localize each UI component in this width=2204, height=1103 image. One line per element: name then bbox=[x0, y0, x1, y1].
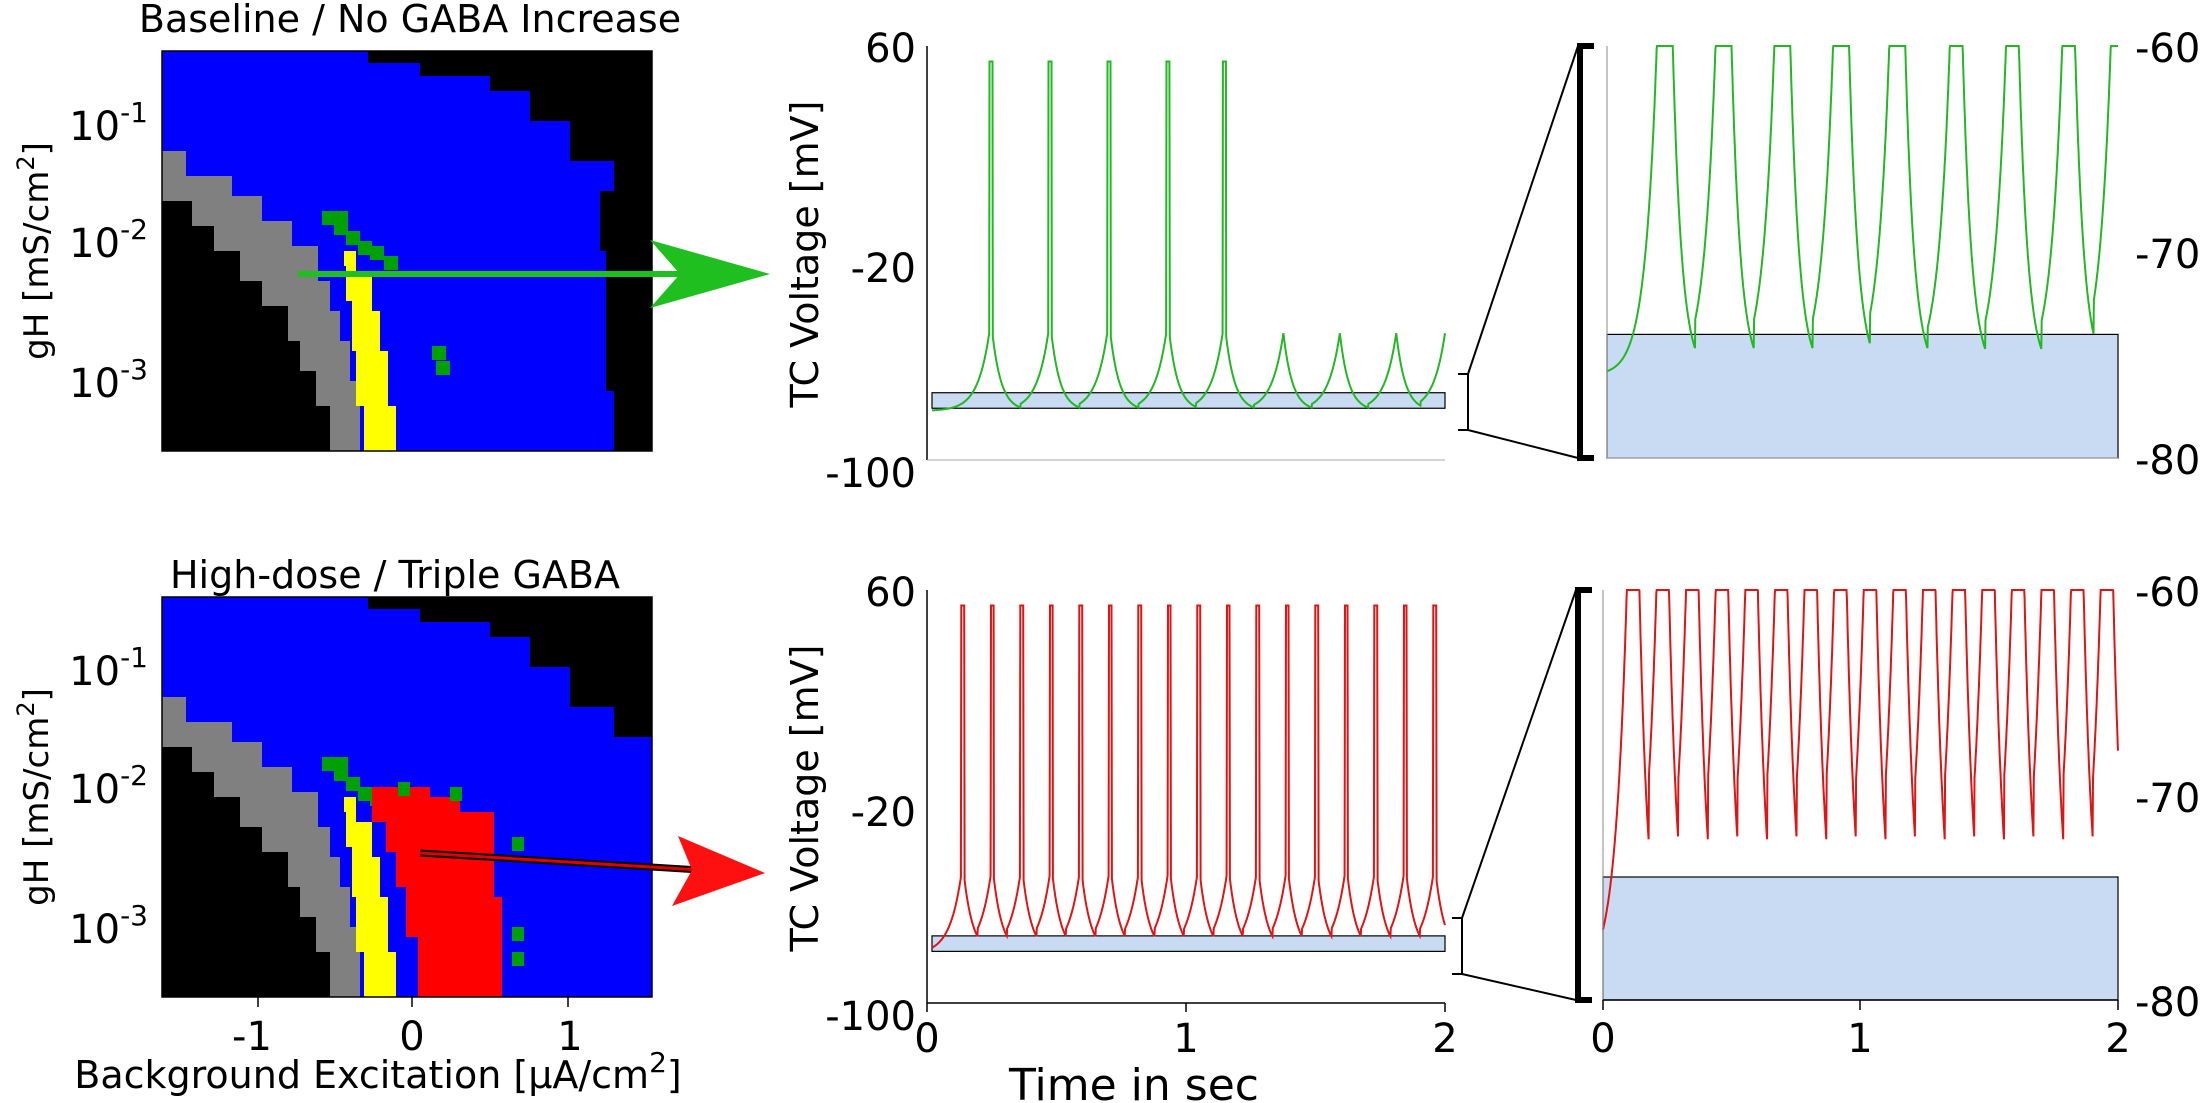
region-yellow bbox=[344, 797, 396, 997]
zoom-link-bottom-2 bbox=[1461, 973, 1577, 1001]
region-black-right bbox=[600, 51, 652, 451]
region-black-upper bbox=[368, 597, 652, 737]
zoom-baseline-ytick-80: -80 bbox=[2135, 438, 2200, 484]
zoom-triple-band bbox=[1602, 876, 2119, 1001]
zoom-triple-ytick-60: -60 bbox=[2135, 570, 2200, 616]
zoom-link-bottom-1 bbox=[1467, 429, 1579, 459]
region-red bbox=[372, 787, 502, 997]
trace-triple-zoom-bracket bbox=[1452, 917, 1463, 975]
trace-triple-ylabel: TC Voltage [mV] bbox=[783, 645, 827, 953]
zoom-baseline-bracket bbox=[1577, 43, 1594, 461]
region-green-t2 bbox=[512, 837, 524, 851]
heatmap-triple-xtick-2: 0 bbox=[399, 1014, 424, 1060]
pointer-arrow-red bbox=[672, 836, 765, 906]
heatmap-triple: High-dose / Triple GABA 10-1 10-2 10-3 g… bbox=[12, 553, 765, 1097]
pointer-line-red bbox=[419, 851, 701, 872]
heatmap-xlabel: Background Excitation [μA/cm2] bbox=[74, 1046, 681, 1097]
heatmap-triple-ytick-1: 10-1 bbox=[69, 641, 148, 695]
zoom-triple-xtick-0: 0 bbox=[1590, 1016, 1615, 1062]
trace-baseline-line bbox=[932, 60, 1446, 412]
region-green-2 bbox=[334, 221, 348, 235]
zoom-baseline: -60 -70 -80 bbox=[1577, 26, 2200, 484]
trace-baseline: 60 -20 -100 TC Voltage [mV] bbox=[783, 26, 1579, 497]
heatmap-triple-ylabel: gH [mS/cm2] bbox=[12, 688, 57, 906]
heatmap-baseline-ylabel: gH [mS/cm2] bbox=[12, 142, 57, 360]
region-yellow bbox=[344, 251, 396, 451]
heatmap-triple-cells bbox=[162, 597, 652, 997]
region-green-t3 bbox=[512, 927, 524, 941]
region-green-4 bbox=[358, 241, 372, 255]
region-green-3 bbox=[346, 777, 360, 791]
heatmap-baseline-cells bbox=[162, 51, 652, 451]
region-green-3 bbox=[346, 231, 360, 245]
trace-baseline-ytick-neg100: -100 bbox=[825, 451, 916, 497]
heatmap-baseline-ytick-2: 10-2 bbox=[69, 213, 148, 267]
trace-baseline-ytick-neg20: -20 bbox=[851, 246, 916, 292]
zoom-link-top-1 bbox=[1467, 45, 1579, 375]
trace-xlabel: Time in sec bbox=[1008, 1060, 1259, 1103]
heatmap-baseline-ytick-1: 10-1 bbox=[69, 96, 148, 150]
pointer-arrow-green bbox=[650, 240, 770, 308]
region-green-t4 bbox=[512, 952, 524, 966]
zoom-baseline-band bbox=[1606, 333, 2119, 459]
heatmap-baseline-title: Baseline / No GABA Increase bbox=[139, 0, 681, 41]
heatmap-triple-frame bbox=[161, 596, 653, 998]
region-green-0 bbox=[322, 757, 336, 771]
heatmap-baseline-ytick-3: 10-3 bbox=[69, 353, 148, 407]
zoom-triple-bracket bbox=[1575, 587, 1592, 1003]
heatmap-baseline-yticks: 10-1 10-2 10-3 bbox=[69, 96, 148, 407]
trace-triple-line bbox=[931, 604, 1446, 949]
region-black-lower bbox=[162, 201, 330, 451]
region-green-0 bbox=[322, 211, 336, 225]
zoom-triple-xtick-1: 1 bbox=[1847, 1016, 1872, 1062]
zoom-triple-ytick-80: -80 bbox=[2135, 980, 2200, 1026]
trace-baseline-ytick-60: 60 bbox=[865, 26, 916, 72]
heatmap-triple-ytick-2: 10-2 bbox=[69, 759, 148, 813]
heatmap-triple-yticks: 10-1 10-2 10-3 bbox=[69, 641, 148, 953]
region-green-7 bbox=[432, 346, 446, 360]
trace-triple-ytick-neg20: -20 bbox=[851, 790, 916, 836]
region-black-lower bbox=[162, 747, 330, 997]
trace-baseline-zoom-bracket bbox=[1458, 373, 1469, 431]
region-green-t0 bbox=[398, 782, 410, 796]
region-green-t1 bbox=[450, 787, 462, 801]
trace-triple-ytick-60: 60 bbox=[865, 570, 916, 616]
zoom-triple-xtick-2: 2 bbox=[2105, 1016, 2130, 1062]
trace-triple-xtick-1: 1 bbox=[1173, 1016, 1198, 1062]
zoom-baseline-ytick-60: -60 bbox=[2135, 26, 2200, 72]
heatmap-baseline-frame bbox=[161, 50, 653, 452]
trace-baseline-ylabel: TC Voltage [mV] bbox=[783, 101, 827, 409]
heatmap-triple-xtick-1: -1 bbox=[232, 1014, 272, 1060]
trace-triple-xtick-2: 2 bbox=[1432, 1016, 1457, 1062]
zoom-baseline-ytick-70: -70 bbox=[2135, 232, 2200, 278]
zoom-triple-line bbox=[1602, 589, 2119, 930]
zoom-triple: 0 1 2 -60 -70 -80 bbox=[1575, 570, 2200, 1062]
trace-triple-band bbox=[931, 935, 1446, 952]
region-green-8 bbox=[436, 361, 450, 375]
heatmap-baseline: Baseline / No GABA Increase 10-1 10-2 10… bbox=[12, 0, 770, 452]
region-green-6 bbox=[384, 256, 398, 270]
heatmap-triple-ytick-3: 10-3 bbox=[69, 899, 148, 953]
zoom-triple-ytick-70: -70 bbox=[2135, 776, 2200, 822]
heatmap-triple-title: High-dose / Triple GABA bbox=[170, 553, 620, 597]
zoom-link-top-2 bbox=[1461, 589, 1577, 919]
region-green-2 bbox=[334, 767, 348, 781]
heatmap-triple-xticks: -1 0 1 bbox=[232, 997, 583, 1060]
trace-triple-xtick-0: 0 bbox=[914, 1016, 939, 1062]
heatmap-triple-xtick-3: 1 bbox=[557, 1014, 582, 1060]
region-black-upper bbox=[368, 51, 652, 191]
trace-triple: 0 1 2 Time in sec 60 -20 -100 TC Voltage… bbox=[783, 570, 1577, 1103]
region-green-4 bbox=[358, 787, 372, 801]
zoom-baseline-line bbox=[1606, 45, 2118, 373]
region-green-5 bbox=[370, 246, 384, 260]
trace-triple-ytick-neg100: -100 bbox=[825, 994, 916, 1040]
